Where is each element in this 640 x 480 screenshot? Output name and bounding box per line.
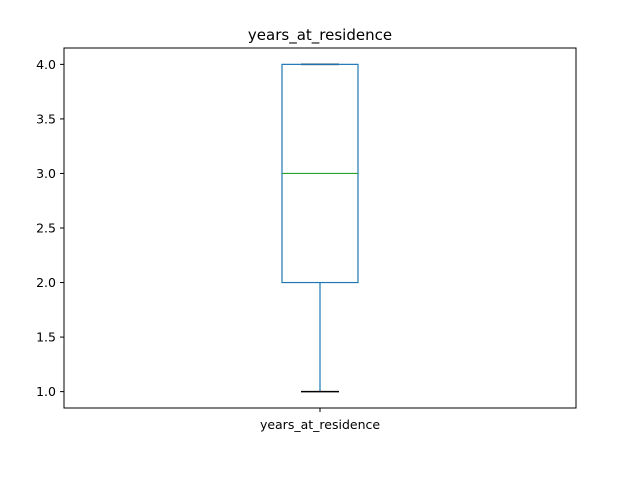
chart-title: years_at_residence: [248, 26, 392, 45]
x-tick-label: years_at_residence: [260, 417, 380, 432]
y-tick-label: 4.0: [36, 57, 56, 72]
y-tick-label: 2.0: [36, 275, 56, 290]
plot-area: years_at_residence 1.0 1.5 2.0 2.5 3.0 3.5 4.0: [36, 47, 577, 432]
y-tick-label: 2.5: [36, 221, 56, 236]
y-tick-label: 1.5: [36, 330, 56, 345]
y-tick-label: 3.5: [36, 111, 56, 126]
y-tick-label: 3.0: [36, 166, 56, 181]
y-tick-label: 1.0: [36, 384, 56, 399]
axes-frame: [63, 47, 577, 409]
